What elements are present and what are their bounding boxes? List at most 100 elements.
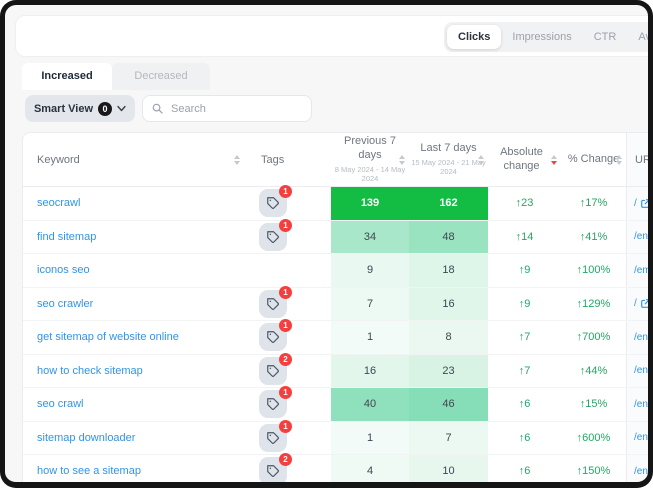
tags-cell: 2 (246, 455, 331, 488)
tag-button[interactable]: 2 (259, 457, 287, 485)
percent-change-cell: ↑15% (561, 388, 626, 421)
keyword-cell: find sitemap (23, 221, 246, 254)
search-box[interactable] (142, 95, 312, 122)
metric-tab-impressions[interactable]: Impressions (501, 25, 582, 49)
previous-7-days-cell: 9 (331, 254, 409, 287)
keyword-link[interactable]: iconos seo (37, 264, 90, 276)
keyword-link[interactable]: seo crawl (37, 398, 83, 410)
url-cell: /en/ (626, 455, 653, 488)
sort-icon-active-desc[interactable] (551, 155, 557, 165)
url-cell: / (626, 187, 653, 220)
keyword-link[interactable]: how to see a sitemap (37, 465, 141, 477)
sort-icon[interactable] (399, 155, 405, 165)
previous-7-days-cell: 40 (331, 388, 409, 421)
metric-tab-ctr[interactable]: CTR (583, 25, 628, 49)
external-link-icon[interactable] (640, 198, 651, 209)
tag-button[interactable]: 1 (259, 189, 287, 217)
url-link[interactable]: /en/ (634, 332, 651, 343)
last-7-days-cell: 162 (409, 187, 488, 220)
tag-button[interactable]: 1 (259, 223, 287, 251)
tag-count-badge: 1 (279, 319, 292, 332)
url-link[interactable]: /en/ (634, 365, 651, 376)
column-header-last[interactable]: Last 7 days 15 May 2024 - 21 May 2024 (409, 133, 488, 186)
column-header-absolute-change[interactable]: Absolute change (488, 133, 561, 186)
url-link[interactable]: /en/ (634, 466, 651, 477)
tag-icon (266, 230, 280, 244)
tag-count-badge: 2 (279, 453, 292, 466)
keyword-cell: how to check sitemap (23, 355, 246, 388)
smart-view-button[interactable]: Smart View 0 (25, 95, 135, 122)
table-row[interactable]: find sitemap13448↑14↑41%/en/ (23, 221, 653, 255)
url-cell: /en/ (626, 388, 653, 421)
url-link[interactable]: /en/ (634, 399, 651, 410)
tab-decreased[interactable]: Decreased (112, 63, 210, 90)
absolute-change-cell: ↑14 (488, 221, 561, 254)
column-sublabel: 15 May 2024 - 21 May 2024 (409, 158, 488, 178)
column-label: URL (635, 154, 653, 166)
tag-button[interactable]: 1 (259, 323, 287, 351)
percent-change-cell: ↑150% (561, 455, 626, 488)
tag-icon (266, 364, 280, 378)
tags-cell (246, 254, 331, 287)
table-row[interactable]: sitemap downloader117↑6↑600%/en/ (23, 422, 653, 456)
external-link-icon[interactable] (640, 298, 651, 309)
url-link[interactable]: /en/ (634, 231, 651, 242)
url-cell: /en/ (626, 355, 653, 388)
table-body: seocrawl1139162↑23↑17%/find sitemap13448… (23, 187, 653, 488)
tags-cell: 1 (246, 388, 331, 421)
url-cell: /en/ (626, 321, 653, 354)
keyword-link[interactable]: sitemap downloader (37, 432, 135, 444)
url-link[interactable]: /em (634, 265, 651, 276)
toolbar-card: ClicksImpressionsCTRAvg Position (15, 15, 653, 57)
absolute-change-cell: ↑6 (488, 388, 561, 421)
tag-icon (266, 464, 280, 478)
tags-cell: 1 (246, 288, 331, 321)
column-header-keyword[interactable]: Keyword (23, 133, 246, 186)
percent-change-cell: ↑17% (561, 187, 626, 220)
column-label: Absolute change (494, 146, 549, 174)
absolute-change-cell: ↑9 (488, 254, 561, 287)
column-sublabel: 8 May 2024 - 14 May 2024 (331, 165, 409, 185)
table-row[interactable]: iconos seo918↑9↑100%/em (23, 254, 653, 288)
table-row[interactable]: seo crawl14046↑6↑15%/en/ (23, 388, 653, 422)
metric-tab-avg-position[interactable]: Avg Position (627, 25, 653, 49)
url-link[interactable]: / (634, 198, 651, 209)
url-link[interactable]: / (634, 298, 651, 309)
tags-cell: 1 (246, 221, 331, 254)
tag-button[interactable]: 1 (259, 390, 287, 418)
keyword-link[interactable]: seocrawl (37, 197, 80, 209)
percent-change-cell: ↑700% (561, 321, 626, 354)
keyword-link[interactable]: how to check sitemap (37, 365, 143, 377)
search-icon (152, 103, 163, 114)
table-row[interactable]: seo crawler1716↑9↑129%/ (23, 288, 653, 322)
keyword-link[interactable]: find sitemap (37, 231, 96, 243)
keyword-cell: iconos seo (23, 254, 246, 287)
table-row[interactable]: how to see a sitemap2410↑6↑150%/en/ (23, 455, 653, 488)
tag-icon (266, 397, 280, 411)
search-input[interactable] (169, 102, 302, 116)
sort-icon[interactable] (234, 155, 240, 165)
tag-button[interactable]: 1 (259, 424, 287, 452)
absolute-change-cell: ↑9 (488, 288, 561, 321)
percent-change-cell: ↑600% (561, 422, 626, 455)
tag-button[interactable]: 1 (259, 290, 287, 318)
table-row[interactable]: how to check sitemap21623↑7↑44%/en/ (23, 355, 653, 389)
url-link[interactable]: /en/ (634, 432, 651, 443)
table-row[interactable]: seocrawl1139162↑23↑17%/ (23, 187, 653, 221)
screenshot-stage: ClicksImpressionsCTRAvg Position Increas… (0, 0, 653, 488)
metric-switcher: ClicksImpressionsCTRAvg Position (444, 22, 653, 52)
keyword-link[interactable]: seo crawler (37, 298, 93, 310)
sort-icon[interactable] (616, 155, 622, 165)
sort-icon[interactable] (478, 155, 484, 165)
app-screen: ClicksImpressionsCTRAvg Position Increas… (0, 0, 653, 488)
column-header-percent-change[interactable]: % Change (561, 133, 626, 186)
tag-button[interactable]: 2 (259, 357, 287, 385)
tab-increased[interactable]: Increased (22, 63, 112, 90)
table-row[interactable]: get sitemap of website online118↑7↑700%/… (23, 321, 653, 355)
column-header-tags: Tags (246, 133, 331, 186)
url-cell: /en/ (626, 422, 653, 455)
keyword-cell: get sitemap of website online (23, 321, 246, 354)
column-header-previous[interactable]: Previous 7 days 8 May 2024 - 14 May 2024 (331, 133, 409, 186)
metric-tab-clicks[interactable]: Clicks (447, 25, 501, 49)
keyword-link[interactable]: get sitemap of website online (37, 331, 179, 343)
